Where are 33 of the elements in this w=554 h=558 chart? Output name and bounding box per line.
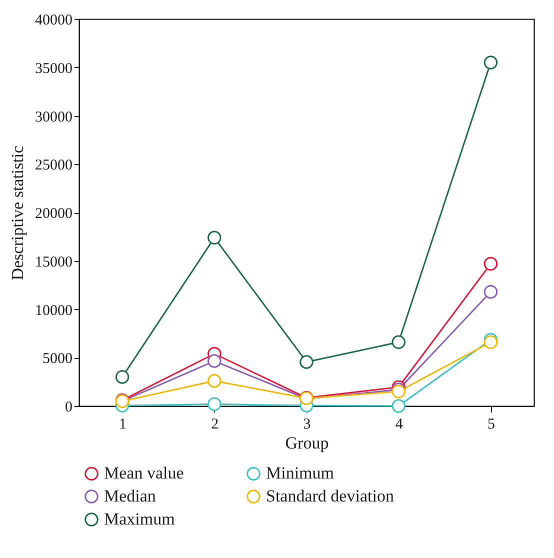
legend-label: Median [104, 486, 156, 506]
point [484, 256, 498, 271]
point [208, 230, 222, 245]
x-tick-label: 3 [303, 416, 311, 432]
legend-label: Minimum [266, 464, 334, 483]
point [208, 374, 222, 388]
point [484, 284, 498, 299]
y-tick-label: 35000 [35, 60, 72, 77]
point [300, 355, 314, 369]
y-tick-label: 20000 [35, 206, 72, 222]
y-axis-title: Descriptive statistic [8, 145, 27, 280]
y-tick-label: 15000 [35, 254, 72, 270]
y-tick-label: 30000 [35, 109, 72, 126]
point [208, 354, 222, 368]
legend-label: Maximum [104, 510, 175, 528]
x-tick-label: 1 [119, 416, 127, 432]
x-tick-label: 2 [211, 416, 219, 432]
y-tick-label: 40000 [35, 12, 72, 28]
x-tick-label: 4 [395, 416, 404, 432]
point [484, 56, 498, 70]
legend-label: Mean value [104, 464, 184, 483]
y-tick-label: 0 [65, 400, 72, 416]
y-tick-label: 25000 [35, 158, 72, 174]
point [208, 397, 222, 411]
x-axis-title: Group [285, 434, 329, 452]
point [392, 399, 406, 413]
point [484, 335, 498, 350]
point [392, 335, 406, 350]
x-tick-label: 5 [487, 416, 495, 432]
y-tick-label: 5000 [42, 351, 72, 368]
y-tick-label: 10000 [35, 302, 72, 319]
legend-label: Standard deviation [266, 486, 394, 506]
point [115, 370, 130, 384]
